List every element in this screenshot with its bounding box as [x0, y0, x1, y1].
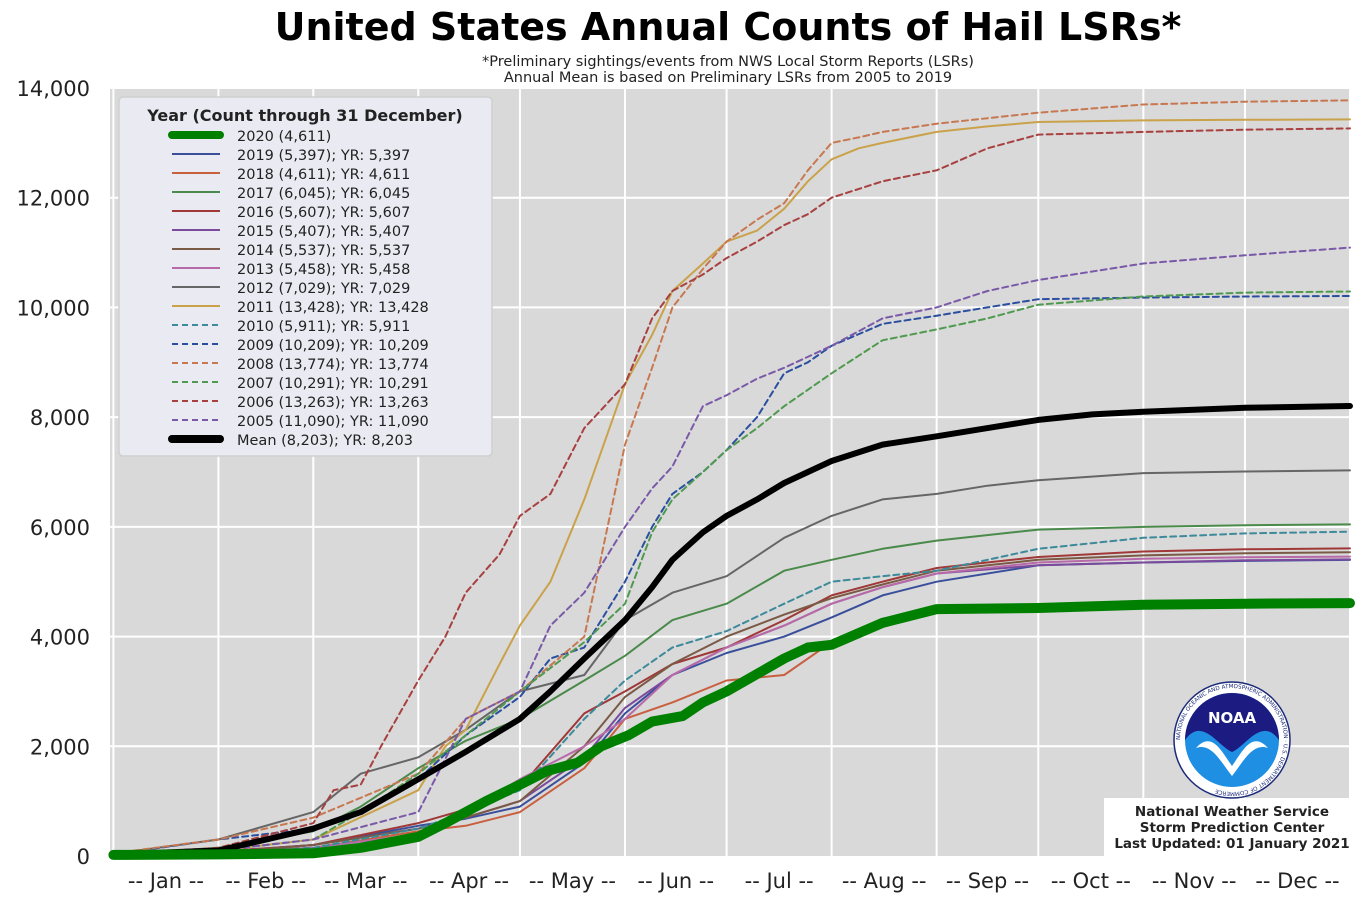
legend-label: 2014 (5,537); YR: 5,537	[237, 243, 410, 259]
series-line	[110, 403, 1353, 858]
x-tick-label: -- Dec --	[1255, 869, 1339, 893]
legend-label: 2011 (13,428); YR: 13,428	[237, 300, 429, 316]
series-lines	[108, 99, 1355, 860]
y-tick-label: 0	[77, 845, 90, 869]
series-line	[108, 598, 1355, 860]
noaa-logo-text: NOAA	[1208, 709, 1257, 727]
series-line	[112, 547, 1351, 856]
chart-subtitle-line-2: Annual Mean is based on Preliminary LSRs…	[504, 70, 952, 86]
series-line	[112, 99, 1351, 855]
series-line	[112, 469, 1351, 855]
legend-label: 2009 (10,209); YR: 10,209	[237, 338, 429, 354]
legend-label: 2013 (5,458); YR: 5,458	[237, 262, 410, 278]
series-line	[112, 530, 1351, 856]
series-line	[112, 246, 1351, 856]
x-tick-label: -- Sep --	[946, 869, 1029, 893]
legend-label: 2005 (11,090); YR: 11,090	[237, 414, 429, 430]
series-line	[112, 127, 1351, 856]
legend-label: Mean (8,203); YR: 8,203	[237, 433, 413, 449]
x-tick-label: -- Jul --	[745, 869, 814, 893]
legend-label: 2010 (5,911); YR: 5,911	[237, 319, 410, 335]
x-tick-label: -- Oct --	[1051, 869, 1131, 893]
credit-background	[1104, 798, 1362, 856]
x-tick-label: -- Apr --	[429, 869, 509, 893]
y-tick-label: 8,000	[30, 406, 90, 430]
noaa-logo: NOAA NATIONAL OCEANIC AND ATMOSPHERIC AD…	[1173, 681, 1291, 799]
x-tick-label: -- Jan --	[128, 869, 204, 893]
series-line	[112, 290, 1351, 856]
series-line	[112, 523, 1351, 856]
chart-title: United States Annual Counts of Hail LSRs…	[275, 5, 1182, 49]
series-line	[112, 118, 1351, 856]
legend-label: 2020 (4,611)	[237, 129, 331, 145]
credit-line-2: Storm Prediction Center	[1140, 820, 1325, 836]
credit-block: NOAA NATIONAL OCEANIC AND ATMOSPHERIC AD…	[1104, 681, 1362, 856]
credit-line-3: Last Updated: 01 January 2021	[1114, 836, 1349, 852]
credit-line-1: National Weather Service	[1135, 804, 1329, 820]
legend-label: 2016 (5,607); YR: 5,607	[237, 205, 410, 221]
legend: Year (Count through 31 December) 2020 (4…	[118, 96, 493, 457]
x-axis-ticks: -- Jan -- -- Feb -- -- Mar -- -- Apr -- -- M…	[128, 869, 1340, 893]
legend-label: 2008 (13,774); YR: 13,774	[237, 357, 429, 373]
legend-label: 2019 (5,397); YR: 5,397	[237, 148, 410, 164]
y-tick-label: 2,000	[30, 735, 90, 759]
y-tick-label: 10,000	[17, 296, 90, 320]
legend-label: 2007 (10,291); YR: 10,291	[237, 376, 429, 392]
legend-label: 2006 (13,263); YR: 13,263	[237, 395, 429, 411]
y-tick-label: 12,000	[17, 187, 90, 211]
x-tick-label: -- May --	[529, 869, 616, 893]
y-tick-label: 4,000	[30, 626, 90, 650]
legend-title: Year (Count through 31 December)	[146, 106, 462, 125]
legend-label: 2017 (6,045); YR: 6,045	[237, 186, 410, 202]
y-tick-label: 6,000	[30, 516, 90, 540]
x-tick-label: -- Aug --	[842, 869, 927, 893]
legend-label: 2018 (4,611); YR: 4,611	[237, 167, 410, 183]
series-line	[112, 551, 1351, 856]
legend-label: 2015 (5,407); YR: 5,407	[237, 224, 410, 240]
legend-label: 2012 (7,029); YR: 7,029	[237, 281, 410, 297]
y-axis-ticks: 0 2,000 4,000 6,000 8,000 10,000 12,000 14,000	[17, 77, 90, 869]
series-line	[112, 295, 1351, 856]
x-tick-label: -- Jun --	[638, 869, 714, 893]
y-tick-label: 14,000	[17, 77, 90, 101]
chart-subtitle-line-1: *Preliminary sightings/events from NWS L…	[482, 54, 974, 70]
legend-box	[118, 96, 493, 457]
x-tick-label: -- Nov --	[1152, 869, 1237, 893]
legend-items: 2020 (4,611) 2019 (5,397); YR: 5,397 2018 …	[168, 129, 429, 449]
x-tick-label: -- Mar --	[324, 869, 407, 893]
x-tick-label: -- Feb --	[225, 869, 306, 893]
